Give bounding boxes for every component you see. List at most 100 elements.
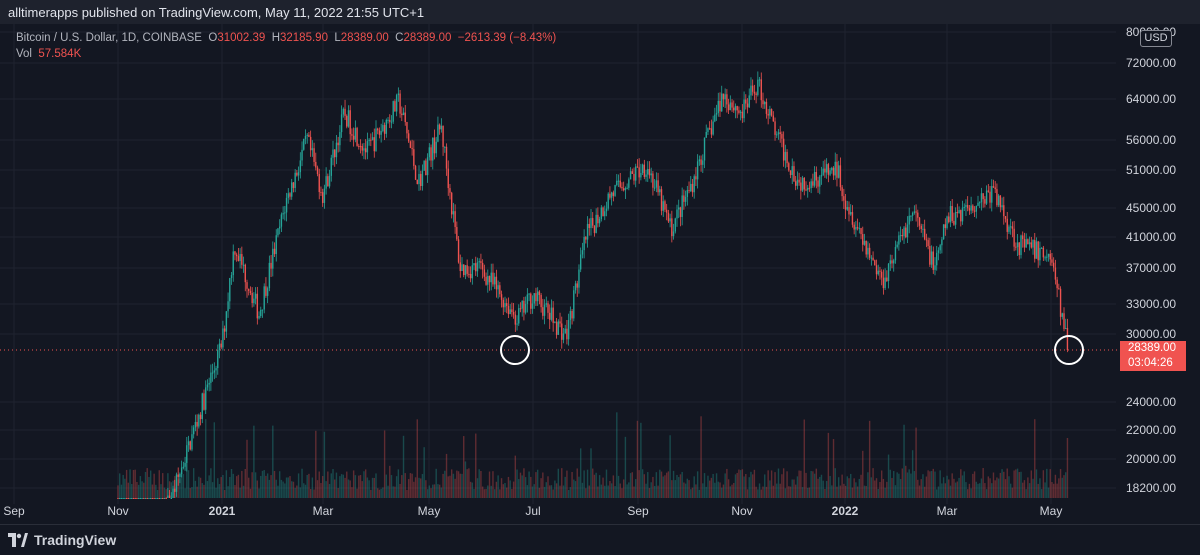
volume-bar (817, 478, 819, 498)
candle-body (948, 216, 950, 223)
volume-bar (832, 439, 835, 498)
candle-body (750, 85, 752, 96)
candle-body (1066, 328, 1069, 350)
candle-body (622, 188, 625, 191)
candle-body (488, 276, 491, 283)
candle-body (432, 137, 434, 161)
volume-bar (124, 478, 126, 498)
candle-body (958, 210, 960, 214)
symbol-label[interactable]: Bitcoin / U.S. Dollar, 1D, COINBASE (16, 32, 202, 44)
volume-bar (523, 468, 525, 498)
candle-body (1022, 235, 1024, 240)
volume-bar (168, 481, 171, 498)
volume-bar (218, 484, 221, 498)
volume-bar (683, 482, 685, 498)
candle-body (836, 161, 838, 178)
y-tick-label: 56000.00 (1126, 133, 1176, 147)
volume-label: Vol (16, 48, 32, 60)
candle-body (282, 213, 284, 215)
volume-bar (234, 485, 236, 498)
volume-bar (375, 473, 377, 498)
candle-body (813, 171, 816, 186)
volume-bar (982, 468, 984, 498)
price-chart[interactable]: 80000.0072000.0064000.0056000.0051000.00… (0, 24, 1200, 520)
candle-body (1054, 267, 1057, 280)
candle-body (736, 106, 738, 111)
candle-body (132, 498, 135, 499)
candle-body (734, 106, 737, 111)
candle-body (507, 305, 510, 315)
candle-body (1065, 328, 1067, 330)
volume-bar (647, 472, 649, 498)
candle-body (769, 109, 771, 116)
candle-body (356, 128, 358, 146)
candle-body (724, 94, 726, 100)
currency-badge[interactable]: USD (1140, 30, 1172, 47)
volume-bar (848, 478, 850, 498)
volume-bar (751, 474, 754, 498)
volume-bar (215, 487, 217, 498)
volume-bar (882, 478, 885, 498)
volume-bars (117, 412, 1069, 498)
candle-body (363, 148, 365, 151)
candle-body (868, 247, 871, 258)
volume-bar (146, 468, 148, 498)
volume-bar (708, 480, 711, 498)
volume-bar (583, 470, 585, 498)
volume-bar (829, 475, 831, 498)
volume-bar (483, 489, 486, 498)
volume-bar (223, 489, 226, 498)
volume-bar (605, 469, 608, 498)
candle-body (407, 133, 410, 142)
candle-body (817, 180, 819, 187)
candle-body (619, 180, 621, 187)
volume-bar (889, 469, 891, 498)
tradingview-brand[interactable]: TradingView (8, 529, 116, 551)
volume-bar (487, 485, 489, 498)
volume-bar (153, 473, 155, 498)
volume-bar (480, 470, 482, 498)
volume-bar (569, 487, 572, 498)
volume-bar (896, 472, 898, 498)
volume-bar (920, 479, 922, 498)
candle-body (788, 163, 790, 171)
volume-bar (743, 476, 745, 498)
volume-bar (999, 472, 1002, 498)
candle-body (925, 239, 928, 241)
volume-bar (612, 475, 615, 498)
volume-bar (710, 477, 713, 498)
brand-name: TradingView (34, 532, 117, 548)
volume-bar (1018, 472, 1020, 498)
volume-bar (880, 470, 883, 498)
volume-bar (972, 473, 974, 498)
candle-body (726, 94, 728, 105)
candle-body (285, 197, 288, 213)
candle-body (566, 328, 568, 340)
volume-bar (863, 485, 866, 498)
volume-bar (555, 483, 558, 498)
candle-body (364, 148, 367, 153)
volume-bar (241, 470, 243, 498)
candle-body (287, 193, 289, 198)
volume-bar (187, 470, 190, 498)
volume-bar (263, 470, 265, 498)
volume-row: Vol 57.584K (16, 46, 556, 62)
volume-bar (512, 481, 515, 498)
volume-bar (619, 483, 621, 498)
volume-bar (370, 489, 372, 498)
candle-body (760, 79, 762, 101)
candle-body (832, 167, 835, 176)
volume-bar (191, 487, 193, 498)
volume-bar (227, 486, 229, 498)
volume-bar (918, 485, 921, 498)
candle-body (559, 321, 561, 324)
candle-body (463, 264, 465, 276)
candle-body (664, 201, 666, 210)
chart-area[interactable]: 80000.0072000.0064000.0056000.0051000.00… (0, 24, 1200, 520)
volume-bar (1009, 483, 1012, 498)
candle-body (313, 148, 315, 162)
candle-body (531, 303, 534, 309)
candle-body (612, 192, 615, 196)
candle-body (315, 161, 317, 168)
candle-body (991, 186, 993, 203)
